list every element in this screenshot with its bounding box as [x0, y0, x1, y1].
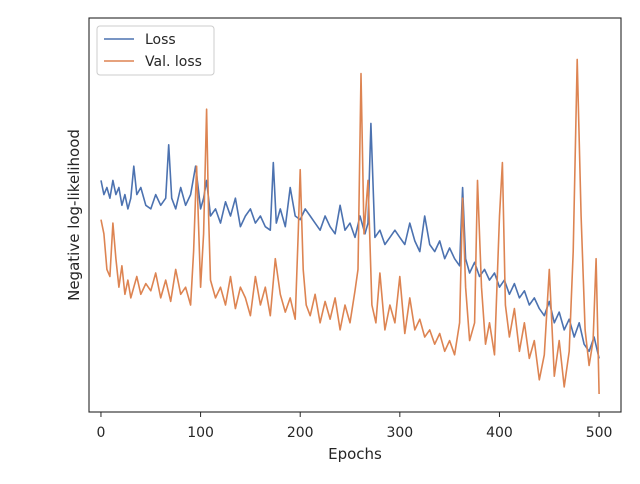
x-tick-label: 300: [386, 425, 413, 441]
legend-label-val-loss: Val. loss: [145, 54, 202, 70]
x-tick-label: 500: [586, 425, 613, 441]
legend-label-loss: Loss: [145, 32, 176, 48]
plot-frame: [88, 17, 622, 413]
y-axis-label: Negative log-likelihood: [65, 129, 83, 301]
x-tick-label: 0: [96, 425, 105, 441]
x-tick-label: 400: [486, 425, 513, 441]
x-tick-label: 200: [287, 425, 314, 441]
legend: Loss Val. loss: [96, 25, 215, 76]
x-axis-label: Epochs: [328, 445, 382, 463]
series-line-loss: [100, 122, 600, 359]
series-line-val-loss: [100, 58, 600, 395]
x-axis-ticks: 0 100 200 300 400 500: [96, 412, 612, 441]
series-layer: [100, 58, 600, 395]
x-tick-label: 100: [187, 425, 214, 441]
